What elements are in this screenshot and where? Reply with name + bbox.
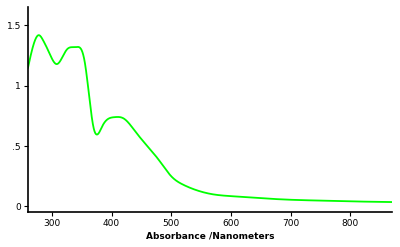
X-axis label: Absorbance /Nanometers: Absorbance /Nanometers (146, 231, 274, 240)
